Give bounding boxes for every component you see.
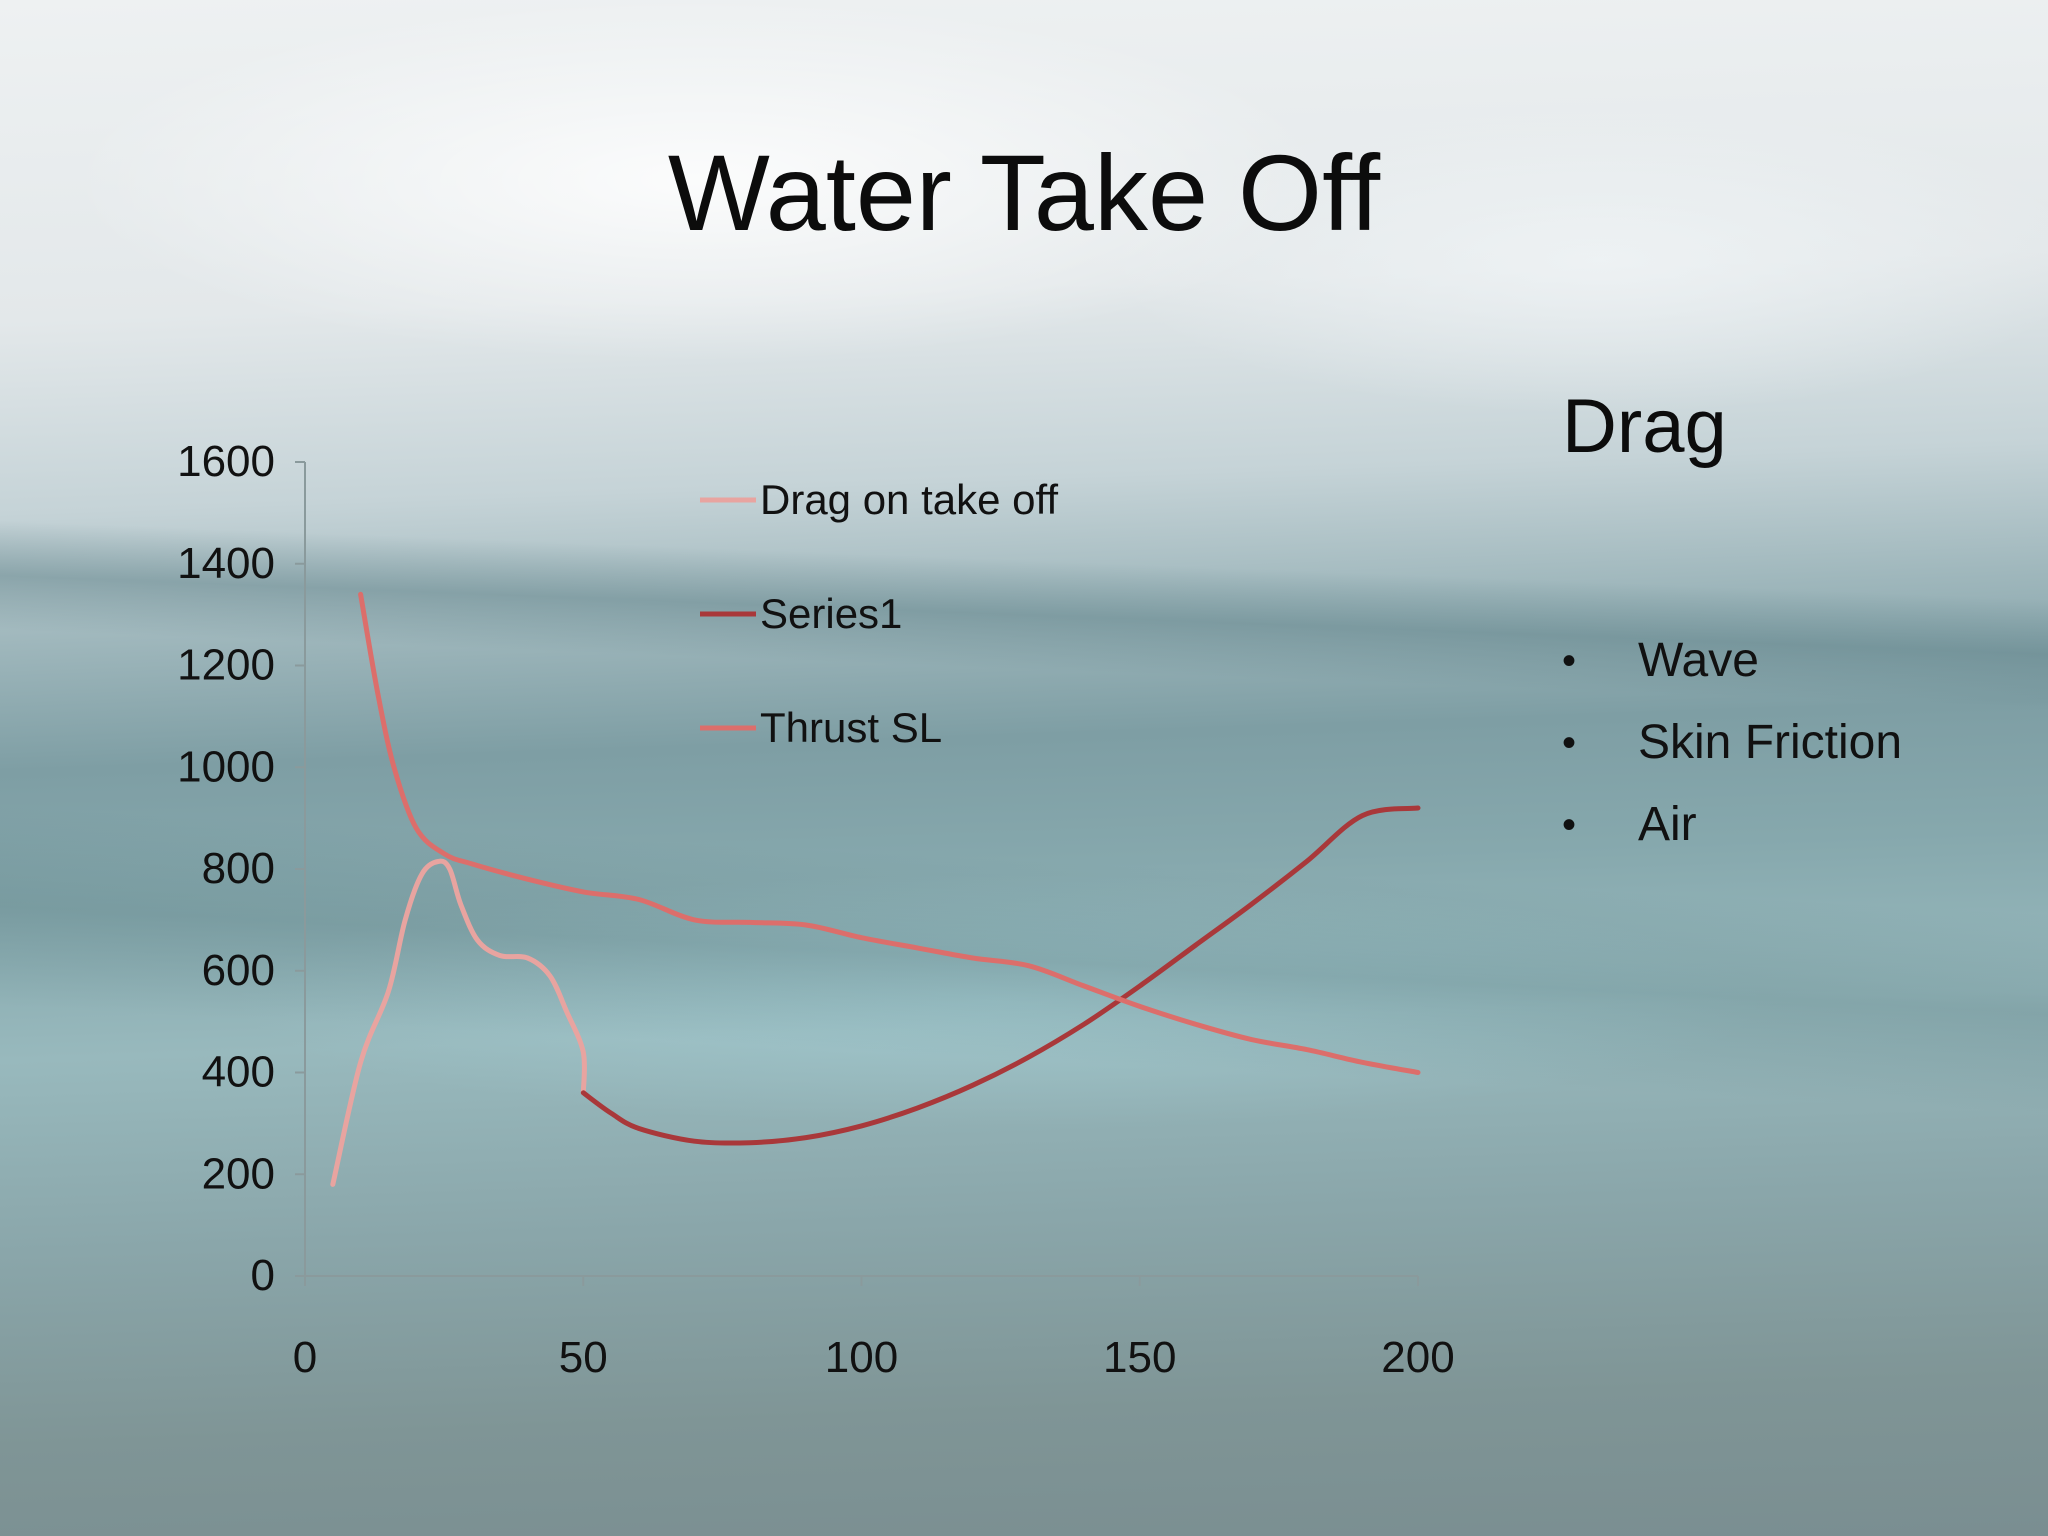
- bullet-icon: •: [1562, 639, 1577, 683]
- x-tick-label: 50: [559, 1333, 608, 1382]
- chart-legend: Drag on take off Series1 Thrust SL: [700, 476, 1058, 751]
- legend-label-drag-on-take-off: Drag on take off: [760, 476, 1058, 523]
- x-tick-label: 0: [293, 1333, 317, 1382]
- x-tick-label: 150: [1103, 1333, 1176, 1382]
- y-tick-label: 0: [251, 1251, 275, 1300]
- y-tick-label: 1400: [177, 539, 275, 588]
- x-tick-label: 100: [825, 1333, 898, 1382]
- y-tick-label: 200: [202, 1149, 275, 1198]
- x-tick-label: 200: [1381, 1333, 1454, 1382]
- bullet-text: Skin Friction: [1638, 716, 1903, 769]
- bullet-text: Air: [1638, 798, 1697, 851]
- y-tick-label: 600: [202, 946, 275, 995]
- bullet-item: • Wave: [1562, 620, 1902, 702]
- series-line-thrust-sl: [358, 591, 1421, 1075]
- side-heading: Drag: [1562, 384, 1727, 469]
- y-tick-label: 1600: [177, 437, 275, 486]
- y-tick-label: 1200: [177, 641, 275, 690]
- y-tick-label: 1000: [177, 742, 275, 791]
- chart-series-lines: [330, 591, 1421, 1187]
- bullet-text: Wave: [1638, 634, 1759, 687]
- y-tick-label: 800: [202, 844, 275, 893]
- y-tick-label: 400: [202, 1048, 275, 1097]
- bullet-icon: •: [1562, 803, 1577, 847]
- slide-title: Water Take Off: [667, 132, 1381, 253]
- bullet-item: • Air: [1562, 784, 1902, 866]
- chart-axes: 0 200 400 600 800 1000 1200 1400 1600 0 50 100 150 20…: [177, 437, 1455, 1382]
- series-line-drag-on-take-off: [330, 858, 587, 1187]
- bullet-item: • Skin Friction: [1562, 702, 1902, 784]
- legend-label-thrust-sl: Thrust SL: [760, 704, 942, 751]
- bullet-icon: •: [1562, 721, 1577, 765]
- bullet-list: • Wave • Skin Friction • Air: [1562, 620, 1902, 866]
- series-line-series1: [580, 805, 1421, 1146]
- legend-label-series1: Series1: [760, 590, 902, 637]
